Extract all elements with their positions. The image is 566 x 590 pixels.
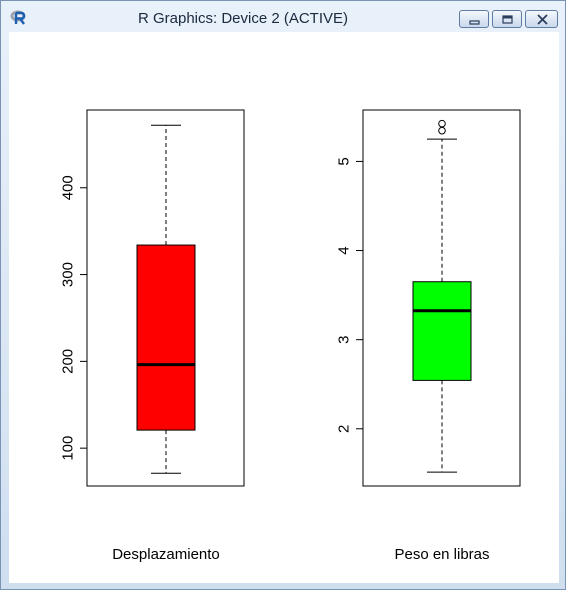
close-button[interactable]: [525, 10, 558, 28]
maximize-button[interactable]: [492, 10, 522, 28]
y-tick-label: 200: [60, 349, 77, 374]
r-logo-icon[interactable]: [10, 9, 28, 25]
maximize-icon: [502, 15, 513, 24]
y-tick-label: 3: [336, 335, 353, 343]
outlier-point: [438, 126, 446, 135]
boxplots-svg: 100 200 300 400 Desplazamiento 2 3 4 5 Peso en li…: [60, 109, 521, 563]
y-tick-label: 300: [60, 262, 77, 287]
plot-frame: [362, 109, 521, 487]
plot-frame: [86, 109, 245, 487]
boxplot-panel-1: 100 200 300 400 Desplazamiento: [60, 109, 245, 563]
minimize-icon: [469, 20, 480, 25]
y-tick-label: 4: [336, 246, 353, 254]
boxplot-panel-2: 2 3 4 5 Peso en libras: [336, 109, 521, 563]
plot-area: 100 200 300 400 Desplazamiento 2 3 4 5 Peso en li…: [9, 32, 559, 583]
x-axis-label: Desplazamiento: [112, 546, 220, 563]
minimize-button[interactable]: [459, 10, 489, 28]
y-tick-label: 5: [336, 157, 353, 165]
y-tick-label: 100: [60, 436, 77, 461]
y-tick-label: 2: [336, 425, 353, 433]
window-title: R Graphics: Device 2 (ACTIVE): [137, 10, 349, 27]
y-tick-label: 400: [60, 175, 77, 200]
iqr-box: [136, 244, 196, 431]
close-icon: [537, 14, 548, 25]
title-bar[interactable]: R Graphics: Device 2 (ACTIVE): [1, 1, 565, 33]
outlier-point: [438, 119, 446, 128]
iqr-box: [412, 281, 472, 381]
x-axis-label: Peso en libras: [394, 546, 489, 563]
